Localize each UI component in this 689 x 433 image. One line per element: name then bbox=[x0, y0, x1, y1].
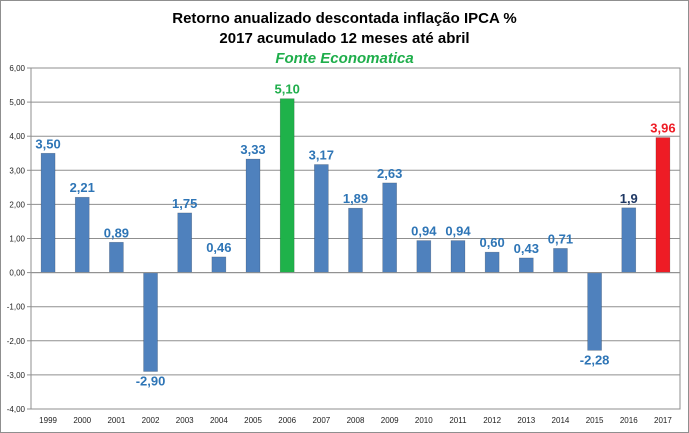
bar-2000 bbox=[74, 196, 90, 273]
x-tick-label-2001: 2001 bbox=[107, 416, 125, 425]
y-tick-label: 4,00 bbox=[9, 132, 25, 141]
data-label-2007: 3,17 bbox=[309, 148, 334, 163]
chart-subtitle: 2017 acumulado 12 meses até abril bbox=[219, 30, 470, 47]
data-label-2001: 0,89 bbox=[104, 225, 129, 240]
y-tick-label: 0,00 bbox=[9, 269, 25, 278]
bar-2009 bbox=[382, 182, 397, 273]
data-label-2004: 0,46 bbox=[206, 240, 231, 255]
data-label-2010: 0,94 bbox=[411, 224, 437, 239]
x-tick-label-2005: 2005 bbox=[244, 416, 262, 425]
data-label-2011: 0,94 bbox=[445, 224, 471, 239]
x-tick-label-2014: 2014 bbox=[552, 416, 570, 425]
data-label-2003: 1,75 bbox=[172, 196, 197, 211]
x-tick-label-2002: 2002 bbox=[142, 416, 160, 425]
x-tick-label-2007: 2007 bbox=[312, 416, 330, 425]
x-tick-label-2010: 2010 bbox=[415, 416, 433, 425]
data-label-2016: 1,9 bbox=[620, 191, 638, 206]
data-label-2002: -2,90 bbox=[136, 373, 166, 388]
x-tick-label-1999: 1999 bbox=[39, 416, 57, 425]
x-tick-label-2017: 2017 bbox=[654, 416, 672, 425]
x-tick-label-2006: 2006 bbox=[278, 416, 296, 425]
data-label-2014: 0,71 bbox=[548, 231, 573, 246]
x-tick-label-2009: 2009 bbox=[381, 416, 399, 425]
y-tick-label: 1,00 bbox=[9, 235, 25, 244]
bar-2003 bbox=[177, 212, 193, 273]
x-tick-label-2000: 2000 bbox=[73, 416, 91, 425]
x-tick-label-2004: 2004 bbox=[210, 416, 228, 425]
y-tick-label: -3,00 bbox=[7, 371, 26, 380]
bar-2014 bbox=[553, 248, 568, 273]
bar-2017 bbox=[655, 137, 671, 273]
x-tick-label-2013: 2013 bbox=[517, 416, 535, 425]
bar-2006 bbox=[279, 98, 295, 273]
bar-1999 bbox=[40, 152, 56, 273]
y-tick-label: 6,00 bbox=[9, 64, 25, 73]
bar-2002 bbox=[143, 272, 158, 372]
x-tick-label-2016: 2016 bbox=[620, 416, 638, 425]
data-label-2009: 2,63 bbox=[377, 166, 402, 181]
bar-2005 bbox=[245, 158, 261, 273]
data-label-2005: 3,33 bbox=[240, 142, 265, 157]
bar-2016 bbox=[621, 207, 637, 273]
data-label-2013: 0,43 bbox=[514, 241, 539, 256]
bar-2007 bbox=[314, 164, 329, 273]
y-tick-label: -4,00 bbox=[7, 405, 26, 414]
bar-2013 bbox=[518, 257, 534, 273]
bar-2001 bbox=[109, 241, 124, 273]
data-label-2012: 0,60 bbox=[479, 235, 504, 250]
y-tick-label: -2,00 bbox=[7, 337, 26, 346]
data-label-2000: 2,21 bbox=[70, 180, 95, 195]
data-label-2006: 5,10 bbox=[275, 82, 300, 97]
y-tick-label: 3,00 bbox=[9, 166, 25, 175]
bar-2011 bbox=[450, 240, 466, 273]
chart-title: Retorno anualizado descontada inflação I… bbox=[172, 10, 517, 27]
x-tick-label-2003: 2003 bbox=[176, 416, 194, 425]
bar-2015 bbox=[587, 272, 602, 351]
data-label-1999: 3,50 bbox=[35, 136, 60, 151]
bar-2008 bbox=[348, 207, 363, 273]
x-tick-label-2015: 2015 bbox=[586, 416, 604, 425]
y-tick-label: 5,00 bbox=[9, 98, 25, 107]
data-label-2008: 1,89 bbox=[343, 191, 368, 206]
bar-2004 bbox=[211, 256, 227, 273]
bar-2012 bbox=[484, 251, 500, 273]
x-tick-label-2011: 2011 bbox=[449, 416, 467, 425]
data-label-2015: -2,28 bbox=[580, 352, 610, 367]
x-tick-label-2008: 2008 bbox=[347, 416, 365, 425]
data-label-2017: 3,96 bbox=[650, 121, 675, 136]
chart-source: Fonte Economatica bbox=[275, 50, 414, 67]
x-tick-label-2012: 2012 bbox=[483, 416, 501, 425]
bar-2010 bbox=[416, 240, 432, 273]
y-tick-label: -1,00 bbox=[7, 303, 26, 312]
y-tick-label: 2,00 bbox=[9, 200, 25, 209]
